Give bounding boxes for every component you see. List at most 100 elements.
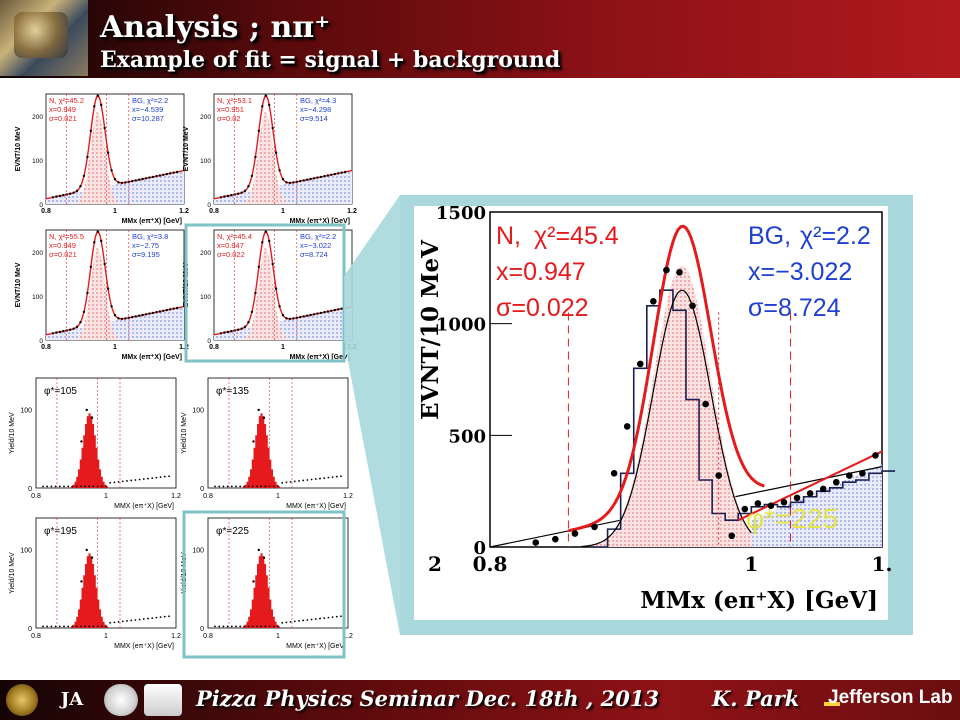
yield-bar [274,481,277,488]
yield-bar [264,424,267,488]
yield-point [340,615,342,618]
y-tick-label: 0 [207,202,211,209]
yield-bar [79,599,82,628]
yield-bar [97,599,100,628]
yield-point [251,485,254,488]
yield-point [285,621,288,624]
yield-bar [74,481,77,488]
data-point [532,539,540,546]
data-point [103,262,106,266]
data-point [124,181,127,184]
data-point [86,291,89,295]
y-tick-label: 100 [200,158,211,165]
yield-point [218,485,221,488]
data-point [230,193,233,197]
data-point [278,305,281,308]
yield-point [42,485,44,488]
yield-point [230,625,233,628]
data-point [292,181,295,184]
data-point [75,325,79,329]
footer-lab-name: Jefferson Lab [828,687,953,708]
data-point [689,302,696,310]
yield-point [247,625,250,628]
y-tick-label: 1500 [436,203,486,224]
yield-bar [253,447,256,488]
yield-point [331,476,334,479]
x-axis-label: MMx (eπ⁺X) [GeV] [290,354,350,361]
yield-point [298,620,300,622]
yield-bar [265,435,268,488]
yield-point [214,625,216,628]
fit-n-label: N, χ²=45.2 [49,96,84,105]
yield-point [310,478,313,481]
yield-point [306,619,309,621]
bg-label: BG, [748,222,791,250]
x-tick-label: 0.8 [209,208,219,215]
data-point [271,126,274,130]
yield-bar [79,459,82,488]
yield-point [58,485,61,488]
data-point [330,309,333,312]
y-tick-label: 100 [200,294,211,301]
data-point [175,306,179,310]
data-point [264,94,267,97]
data-point [254,155,257,159]
data-point [767,502,775,509]
y-tick-label: 0 [207,338,211,345]
yield-point [260,485,263,488]
data-point [312,313,316,316]
data-point [165,172,168,176]
data-point [278,169,281,172]
data-point [134,315,137,318]
yield-bar [78,609,81,628]
institution-seal-logo [6,684,38,716]
yield-point [46,625,49,628]
data-point [268,103,271,107]
data-point [68,192,72,195]
data-point [702,400,709,408]
yield-point [222,625,225,628]
background-area [46,170,184,204]
yield-point [121,620,124,623]
yield-bar [78,469,81,488]
y-axis-label: EVNT/10 MeV [15,126,22,171]
data-point [299,179,302,183]
yield-point [281,621,284,624]
y-tick-label: 0 [473,538,486,559]
x-tick-label: 0.8 [203,493,213,500]
data-point [58,330,61,334]
data-point [51,332,55,335]
yield-bar [88,413,91,488]
data-point [832,478,840,486]
data-point [137,178,141,181]
data-point [663,266,670,274]
yield-point [168,475,170,478]
fit-bg-mean-label: x=−3.022 [300,241,331,250]
yield-bar [93,435,96,488]
x-tick-label: 0.8 [473,552,508,576]
data-point [51,196,55,199]
data-point [120,317,124,321]
data-histogram [594,289,896,548]
yield-bar [260,413,263,488]
yield-point [50,625,53,628]
data-point [79,185,82,188]
zoom-connector [344,195,400,635]
data-point [319,311,323,315]
y-tick-label: 200 [200,114,211,121]
x-tick-label: 1.2 [179,344,189,351]
yield-bar [81,447,84,488]
phi-label: φ*=225 [216,526,249,537]
yield-point [134,479,137,481]
x-axis-label: MMX (eπ⁺X) [GeV] [114,503,174,510]
yield-bar [99,609,102,628]
yield-bar [271,609,274,628]
data-point [93,105,96,108]
data-point [165,308,168,312]
yield-bar [74,621,77,628]
y-tick-label: 1000 [436,315,486,336]
yield-bar [271,469,274,488]
data-point [82,174,86,178]
phi-label: φ*=105 [44,386,77,397]
